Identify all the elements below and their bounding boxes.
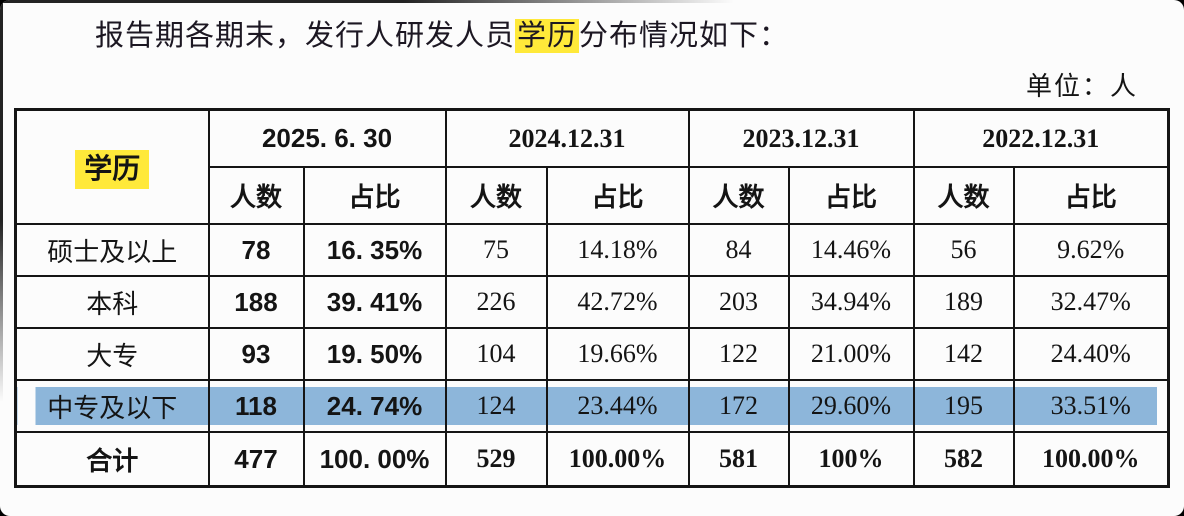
subheader-row: 人数 占比 人数 占比 人数 占比 人数 占比 bbox=[16, 166, 1170, 225]
value-cell: 75 bbox=[444, 223, 548, 277]
photo-edge-artifact-left bbox=[0, 0, 3, 403]
count-header: 人数 bbox=[444, 166, 548, 225]
value-cell: 56 bbox=[912, 223, 1015, 277]
value-cell: 104 bbox=[444, 327, 548, 381]
value-cell: 84 bbox=[687, 223, 790, 277]
value-cell: 582 bbox=[912, 431, 1015, 488]
value-cell: 9.62% bbox=[1012, 223, 1170, 277]
value-cell: 100.00% bbox=[1012, 431, 1170, 488]
photo-edge-artifact-top bbox=[0, 0, 735, 3]
value-cell: 124 bbox=[444, 379, 548, 433]
count-header: 人数 bbox=[687, 166, 790, 225]
value-cell: 118 bbox=[207, 379, 305, 433]
period-header-2022: 2022.12.31 bbox=[912, 108, 1170, 168]
value-cell: 203 bbox=[687, 275, 790, 329]
count-header: 人数 bbox=[912, 166, 1015, 225]
value-cell: 477 bbox=[207, 431, 305, 488]
row-label: 中专及以下 bbox=[14, 379, 210, 433]
value-cell: 19.66% bbox=[545, 327, 690, 381]
corner-label-education: 学历 bbox=[75, 150, 150, 189]
table-row-total: 合计 477 100. 00% 529 100.00% 581 100% 582… bbox=[14, 431, 1170, 488]
row-label: 大专 bbox=[14, 327, 210, 381]
value-cell: 32.47% bbox=[1012, 275, 1170, 329]
value-cell: 195 bbox=[912, 379, 1015, 433]
value-cell: 24.40% bbox=[1012, 327, 1170, 381]
value-cell: 100% bbox=[787, 431, 915, 488]
period-header-2023: 2023.12.31 bbox=[687, 108, 915, 168]
corner-cell: 学历 bbox=[14, 108, 210, 225]
table-row-bachelor: 本科 188 39. 41% 226 42.72% 203 34.94% 189… bbox=[14, 275, 1170, 329]
value-cell: 122 bbox=[687, 327, 790, 381]
period-header-2024: 2024.12.31 bbox=[444, 108, 690, 168]
ratio-header: 占比 bbox=[787, 166, 915, 225]
unit-label: 单位：人 bbox=[1025, 72, 1138, 101]
ratio-header: 占比 bbox=[302, 166, 447, 225]
table-row-secondary-and-below-highlighted: 中专及以下 118 24. 74% 124 23.44% 172 29.60% … bbox=[14, 379, 1170, 433]
title-highlight-term: 学历 bbox=[515, 19, 580, 53]
value-cell: 24. 74% bbox=[302, 379, 447, 433]
value-cell: 39. 41% bbox=[302, 275, 447, 329]
value-cell: 14.46% bbox=[787, 223, 915, 277]
value-cell: 21.00% bbox=[787, 327, 915, 381]
value-cell: 34.94% bbox=[787, 275, 915, 329]
value-cell: 16. 35% bbox=[302, 223, 447, 277]
value-cell: 29.60% bbox=[787, 379, 915, 433]
count-header: 人数 bbox=[207, 166, 305, 225]
period-header-2025: 2025. 6. 30 bbox=[207, 108, 447, 168]
value-cell: 100.00% bbox=[545, 431, 690, 488]
value-cell: 19. 50% bbox=[302, 327, 447, 381]
value-cell: 172 bbox=[687, 379, 790, 433]
value-cell: 188 bbox=[207, 275, 305, 329]
value-cell: 100. 00% bbox=[302, 431, 447, 488]
value-cell: 42.72% bbox=[545, 275, 690, 329]
value-cell: 93 bbox=[207, 327, 305, 381]
value-cell: 142 bbox=[912, 327, 1015, 381]
row-label: 本科 bbox=[14, 275, 210, 329]
row-label: 硕士及以上 bbox=[14, 223, 210, 277]
value-cell: 529 bbox=[444, 431, 548, 488]
title-text-after: 分布情况如下： bbox=[579, 20, 790, 52]
period-header-row: 学历 2025. 6. 30 2024.12.31 2023.12.31 202… bbox=[14, 108, 1170, 225]
row-label-total: 合计 bbox=[14, 431, 210, 488]
table-row-masters-and-above: 硕士及以上 78 16. 35% 75 14.18% 84 14.46% 56 … bbox=[14, 223, 1170, 277]
value-cell: 581 bbox=[687, 431, 790, 488]
value-cell: 226 bbox=[444, 275, 548, 329]
value-cell: 23.44% bbox=[545, 379, 690, 433]
title-text-before: 报告期各期末，发行人研发人员 bbox=[95, 20, 516, 52]
ratio-header: 占比 bbox=[1012, 166, 1170, 225]
page-title: 报告期各期末，发行人研发人员学历分布情况如下： bbox=[95, 12, 789, 54]
table-row-junior-college: 大专 93 19. 50% 104 19.66% 122 21.00% 142 … bbox=[14, 327, 1170, 381]
education-distribution-table: 学历 2025. 6. 30 2024.12.31 2023.12.31 202… bbox=[14, 108, 1170, 488]
value-cell: 78 bbox=[207, 223, 305, 277]
value-cell: 189 bbox=[912, 275, 1015, 329]
value-cell: 33.51% bbox=[1012, 379, 1170, 433]
value-cell: 14.18% bbox=[545, 223, 690, 277]
ratio-header: 占比 bbox=[545, 166, 690, 225]
